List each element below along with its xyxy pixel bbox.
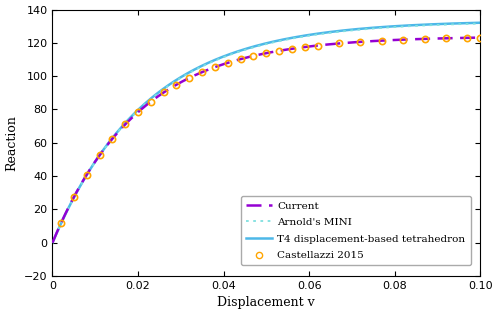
Legend: Current, Arnold's MINI, T4 displacement-based tetrahedron, Castellazzi 2015: Current, Arnold's MINI, T4 displacement-… bbox=[241, 196, 471, 266]
X-axis label: Displacement v: Displacement v bbox=[218, 296, 315, 309]
Y-axis label: Reaction: Reaction bbox=[5, 115, 18, 171]
